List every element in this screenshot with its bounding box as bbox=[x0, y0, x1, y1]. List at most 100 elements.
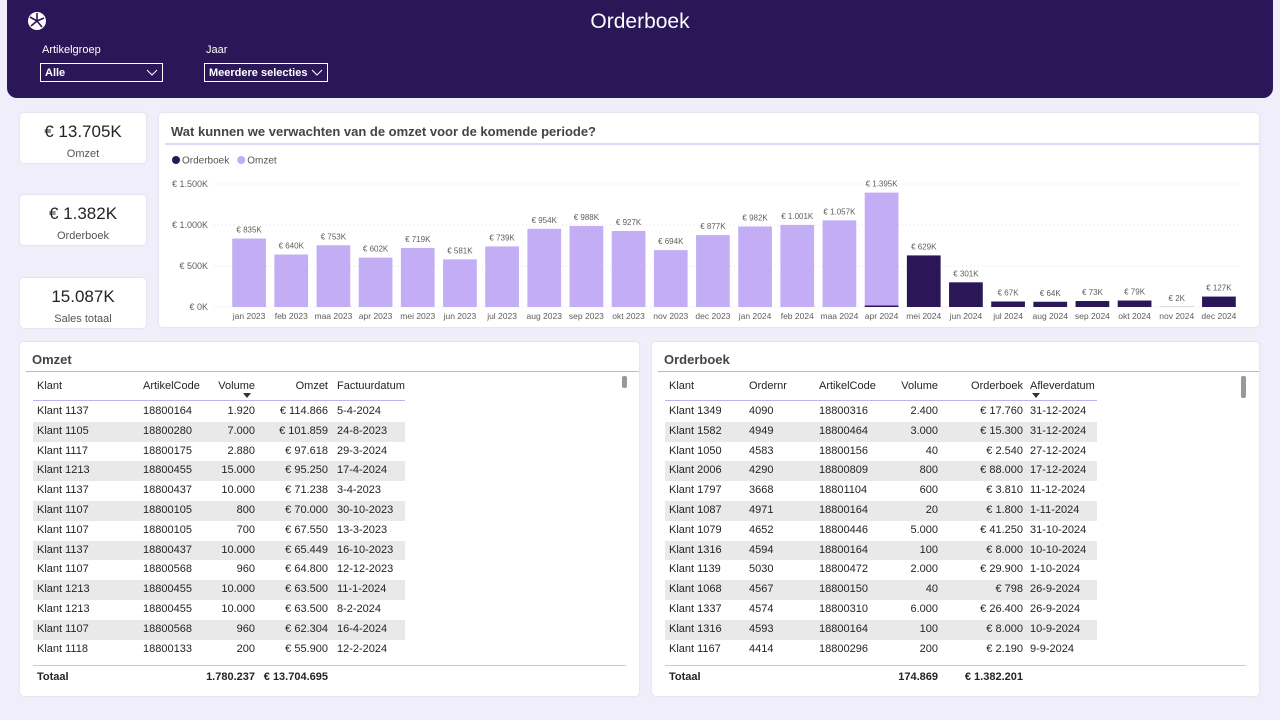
table-cell: Klant 1107 bbox=[37, 523, 89, 536]
kpi-card: € 13.705K Omzet bbox=[20, 113, 146, 163]
filter-dropdown[interactable]: Meerdere selecties bbox=[204, 63, 328, 82]
table-cell: 4290 bbox=[749, 464, 774, 477]
data-label: € 988K bbox=[574, 213, 600, 222]
table-panel: Omzet Klant ArtikelCode Volume Omzet Factuurd… bbox=[20, 342, 639, 696]
bar bbox=[1117, 300, 1152, 307]
table-cell: Klant 1137 bbox=[37, 543, 89, 556]
chart-title: Wat kunnen we verwachten van de omzet vo… bbox=[171, 124, 596, 139]
chart: Wat kunnen we verwachten van de omzet vo… bbox=[165, 124, 1259, 321]
table-cell: 18800316 bbox=[819, 405, 868, 417]
data-label: € 73K bbox=[1082, 288, 1104, 297]
table-cell: Klant 1316 bbox=[669, 622, 722, 635]
table-cell: € 62.304 bbox=[285, 622, 328, 635]
bar bbox=[485, 246, 519, 307]
chart-panel: Wat kunnen we verwachten van de omzet vo… bbox=[159, 113, 1259, 327]
table-cell: 10.000 bbox=[221, 583, 255, 596]
row-band bbox=[665, 619, 1097, 640]
table-cell: 4594 bbox=[749, 543, 774, 556]
x-tick-label: feb 2024 bbox=[781, 311, 814, 321]
data-label: € 127K bbox=[1206, 284, 1232, 293]
scrollbar[interactable] bbox=[1241, 376, 1246, 398]
table-cell: 18800150 bbox=[819, 583, 868, 596]
row-band bbox=[665, 501, 1097, 521]
header: Orderboek Artikelgroep Alle Jaar Meerder… bbox=[7, 0, 1273, 98]
x-tick-label: mei 2024 bbox=[906, 311, 941, 321]
bar bbox=[527, 228, 562, 307]
table-cell: 12-2-2024 bbox=[337, 642, 388, 655]
table-cell: 100 bbox=[919, 543, 938, 556]
table-cell: € 2.190 bbox=[986, 642, 1023, 655]
table-cell: 40 bbox=[925, 444, 938, 457]
row-band bbox=[33, 619, 405, 640]
table-cell: € 1.800 bbox=[986, 504, 1023, 516]
filter-label: Jaar bbox=[206, 44, 228, 56]
kpi-label: Sales totaal bbox=[54, 313, 112, 325]
x-tick-label: sep 2023 bbox=[569, 311, 604, 321]
bar bbox=[316, 245, 351, 307]
bar bbox=[274, 254, 309, 307]
filter-dropdown[interactable]: Alle bbox=[40, 63, 163, 82]
table-cell: 10.000 bbox=[221, 603, 255, 615]
table-cell: € 114.866 bbox=[279, 405, 328, 417]
table-cell: Klant 1213 bbox=[37, 583, 90, 596]
table-cell: 9-9-2024 bbox=[1030, 642, 1075, 655]
table-cell: € 3.810 bbox=[986, 484, 1023, 497]
y-tick-label: € 0K bbox=[189, 302, 208, 312]
table-cell: 18800464 bbox=[819, 424, 868, 437]
table-cell: € 88.000 bbox=[980, 464, 1023, 477]
data-label: € 927K bbox=[616, 218, 642, 227]
table-cell: € 15.300 bbox=[980, 424, 1023, 437]
bar bbox=[443, 259, 477, 307]
table-cell: 1.920 bbox=[227, 405, 255, 417]
table-cell: 2.000 bbox=[910, 563, 938, 576]
table-cell: € 64.800 bbox=[285, 563, 328, 576]
table-cell: 200 bbox=[919, 642, 938, 655]
table-cell: Klant 1118 bbox=[37, 642, 88, 655]
x-tick-label: jan 2024 bbox=[738, 311, 772, 321]
table-cell: 18800437 bbox=[143, 543, 192, 556]
data-label: € 954K bbox=[532, 216, 558, 225]
table-cell: Klant 1107 bbox=[37, 563, 89, 576]
table-cell: 27-12-2024 bbox=[1030, 444, 1087, 457]
legend-label: Omzet bbox=[247, 156, 277, 167]
data-label: € 79K bbox=[1124, 288, 1146, 297]
table-cell: Klant 1139 bbox=[669, 563, 721, 576]
total-label: Totaal bbox=[669, 671, 701, 683]
x-tick-label: nov 2024 bbox=[1159, 311, 1194, 321]
table-cell: € 8.000 bbox=[986, 622, 1023, 635]
table-cell: 31-10-2024 bbox=[1030, 523, 1087, 536]
table-cell: € 798 bbox=[995, 583, 1023, 596]
table-cell: 18800568 bbox=[143, 563, 192, 576]
chevron bbox=[146, 69, 158, 76]
table-cell: 4593 bbox=[749, 622, 774, 635]
scrollbar[interactable] bbox=[622, 376, 627, 388]
x-tick-label: mei 2023 bbox=[400, 311, 435, 321]
total-rule bbox=[33, 665, 626, 666]
bar bbox=[864, 192, 899, 306]
legend-marker bbox=[172, 156, 180, 164]
table-cell: 11-1-2024 bbox=[337, 583, 387, 596]
table-cell: € 2.540 bbox=[986, 444, 1023, 457]
table-cell: Klant 1105 bbox=[37, 424, 89, 437]
kpi-card: 15.087K Sales totaal bbox=[20, 278, 146, 328]
table-cell: 18800455 bbox=[143, 603, 192, 615]
kpi-card: € 1.382K Orderboek bbox=[20, 195, 146, 245]
column-header: Omzet bbox=[295, 380, 328, 392]
bar bbox=[906, 255, 941, 307]
table-cell: € 41.250 bbox=[980, 523, 1023, 536]
total-amount: € 13.704.695 bbox=[263, 671, 328, 683]
x-tick-label: feb 2023 bbox=[275, 311, 308, 321]
column-header: Afleverdatum bbox=[1030, 380, 1095, 392]
column-header: ArtikelCode bbox=[143, 380, 200, 392]
table-title: Omzet bbox=[32, 352, 72, 367]
table-cell: Klant 1213 bbox=[37, 603, 90, 615]
data-label: € 694K bbox=[658, 237, 684, 246]
data-label: € 581K bbox=[447, 246, 473, 255]
table-cell: Klant 1107 bbox=[37, 622, 89, 635]
x-tick-label: jan 2023 bbox=[232, 311, 266, 321]
x-tick-label: maa 2023 bbox=[315, 311, 353, 321]
table-cell: Klant 1050 bbox=[669, 444, 722, 457]
table-cell: 18800310 bbox=[819, 603, 868, 615]
table-cell: € 63.500 bbox=[285, 583, 328, 596]
table-cell: 18800455 bbox=[143, 583, 192, 596]
